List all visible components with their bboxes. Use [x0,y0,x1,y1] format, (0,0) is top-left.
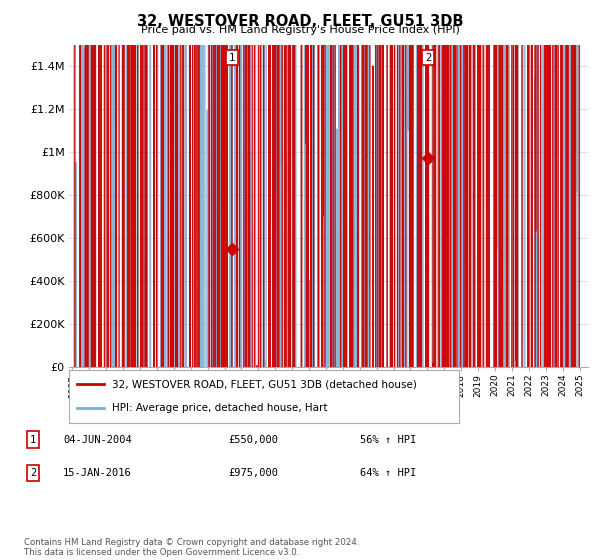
Text: £975,000: £975,000 [228,468,278,478]
Text: 2: 2 [30,468,36,478]
Text: 2: 2 [425,53,431,63]
Text: Contains HM Land Registry data © Crown copyright and database right 2024.
This d: Contains HM Land Registry data © Crown c… [24,538,359,557]
Text: 15-JAN-2016: 15-JAN-2016 [63,468,132,478]
Text: 64% ↑ HPI: 64% ↑ HPI [360,468,416,478]
Text: HPI: Average price, detached house, Hart: HPI: Average price, detached house, Hart [112,403,328,413]
Text: 32, WESTOVER ROAD, FLEET, GU51 3DB (detached house): 32, WESTOVER ROAD, FLEET, GU51 3DB (deta… [112,380,417,390]
Text: £550,000: £550,000 [228,435,278,445]
Text: 56% ↑ HPI: 56% ↑ HPI [360,435,416,445]
Text: 04-JUN-2004: 04-JUN-2004 [63,435,132,445]
Text: 1: 1 [229,53,235,63]
Text: 1: 1 [30,435,36,445]
Text: Price paid vs. HM Land Registry's House Price Index (HPI): Price paid vs. HM Land Registry's House … [140,25,460,35]
Text: 32, WESTOVER ROAD, FLEET, GU51 3DB: 32, WESTOVER ROAD, FLEET, GU51 3DB [137,14,463,29]
